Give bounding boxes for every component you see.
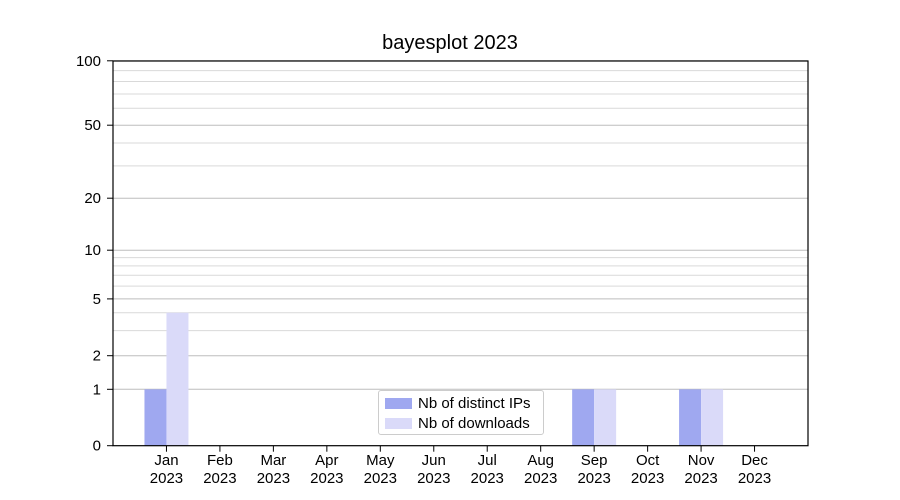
svg-text:50: 50 <box>84 117 101 134</box>
svg-text:2023: 2023 <box>524 470 557 487</box>
svg-text:2023: 2023 <box>631 470 664 487</box>
svg-text:2023: 2023 <box>577 470 610 487</box>
svg-text:2023: 2023 <box>364 470 397 487</box>
svg-text:Jul: Jul <box>478 452 497 469</box>
svg-text:100: 100 <box>76 53 101 70</box>
svg-text:1: 1 <box>93 381 101 398</box>
svg-text:2023: 2023 <box>684 470 717 487</box>
svg-text:May: May <box>366 452 395 469</box>
svg-text:20: 20 <box>84 190 101 207</box>
svg-text:10: 10 <box>84 242 101 259</box>
svg-text:Jan: Jan <box>154 452 178 469</box>
svg-text:Sep: Sep <box>581 452 608 469</box>
svg-text:2023: 2023 <box>471 470 504 487</box>
svg-text:Feb: Feb <box>207 452 233 469</box>
svg-text:Mar: Mar <box>260 452 286 469</box>
svg-text:2: 2 <box>93 348 101 365</box>
svg-text:2023: 2023 <box>417 470 450 487</box>
svg-text:Nov: Nov <box>688 452 715 469</box>
svg-text:2023: 2023 <box>257 470 290 487</box>
svg-text:Dec: Dec <box>741 452 768 469</box>
svg-text:5: 5 <box>93 291 101 308</box>
svg-text:Jun: Jun <box>422 452 446 469</box>
svg-text:2023: 2023 <box>150 470 183 487</box>
svg-text:Apr: Apr <box>315 452 338 469</box>
svg-text:2023: 2023 <box>310 470 343 487</box>
svg-text:Aug: Aug <box>527 452 554 469</box>
svg-text:2023: 2023 <box>738 470 771 487</box>
svg-text:Oct: Oct <box>636 452 660 469</box>
svg-text:2023: 2023 <box>203 470 236 487</box>
svg-text:0: 0 <box>93 438 101 455</box>
